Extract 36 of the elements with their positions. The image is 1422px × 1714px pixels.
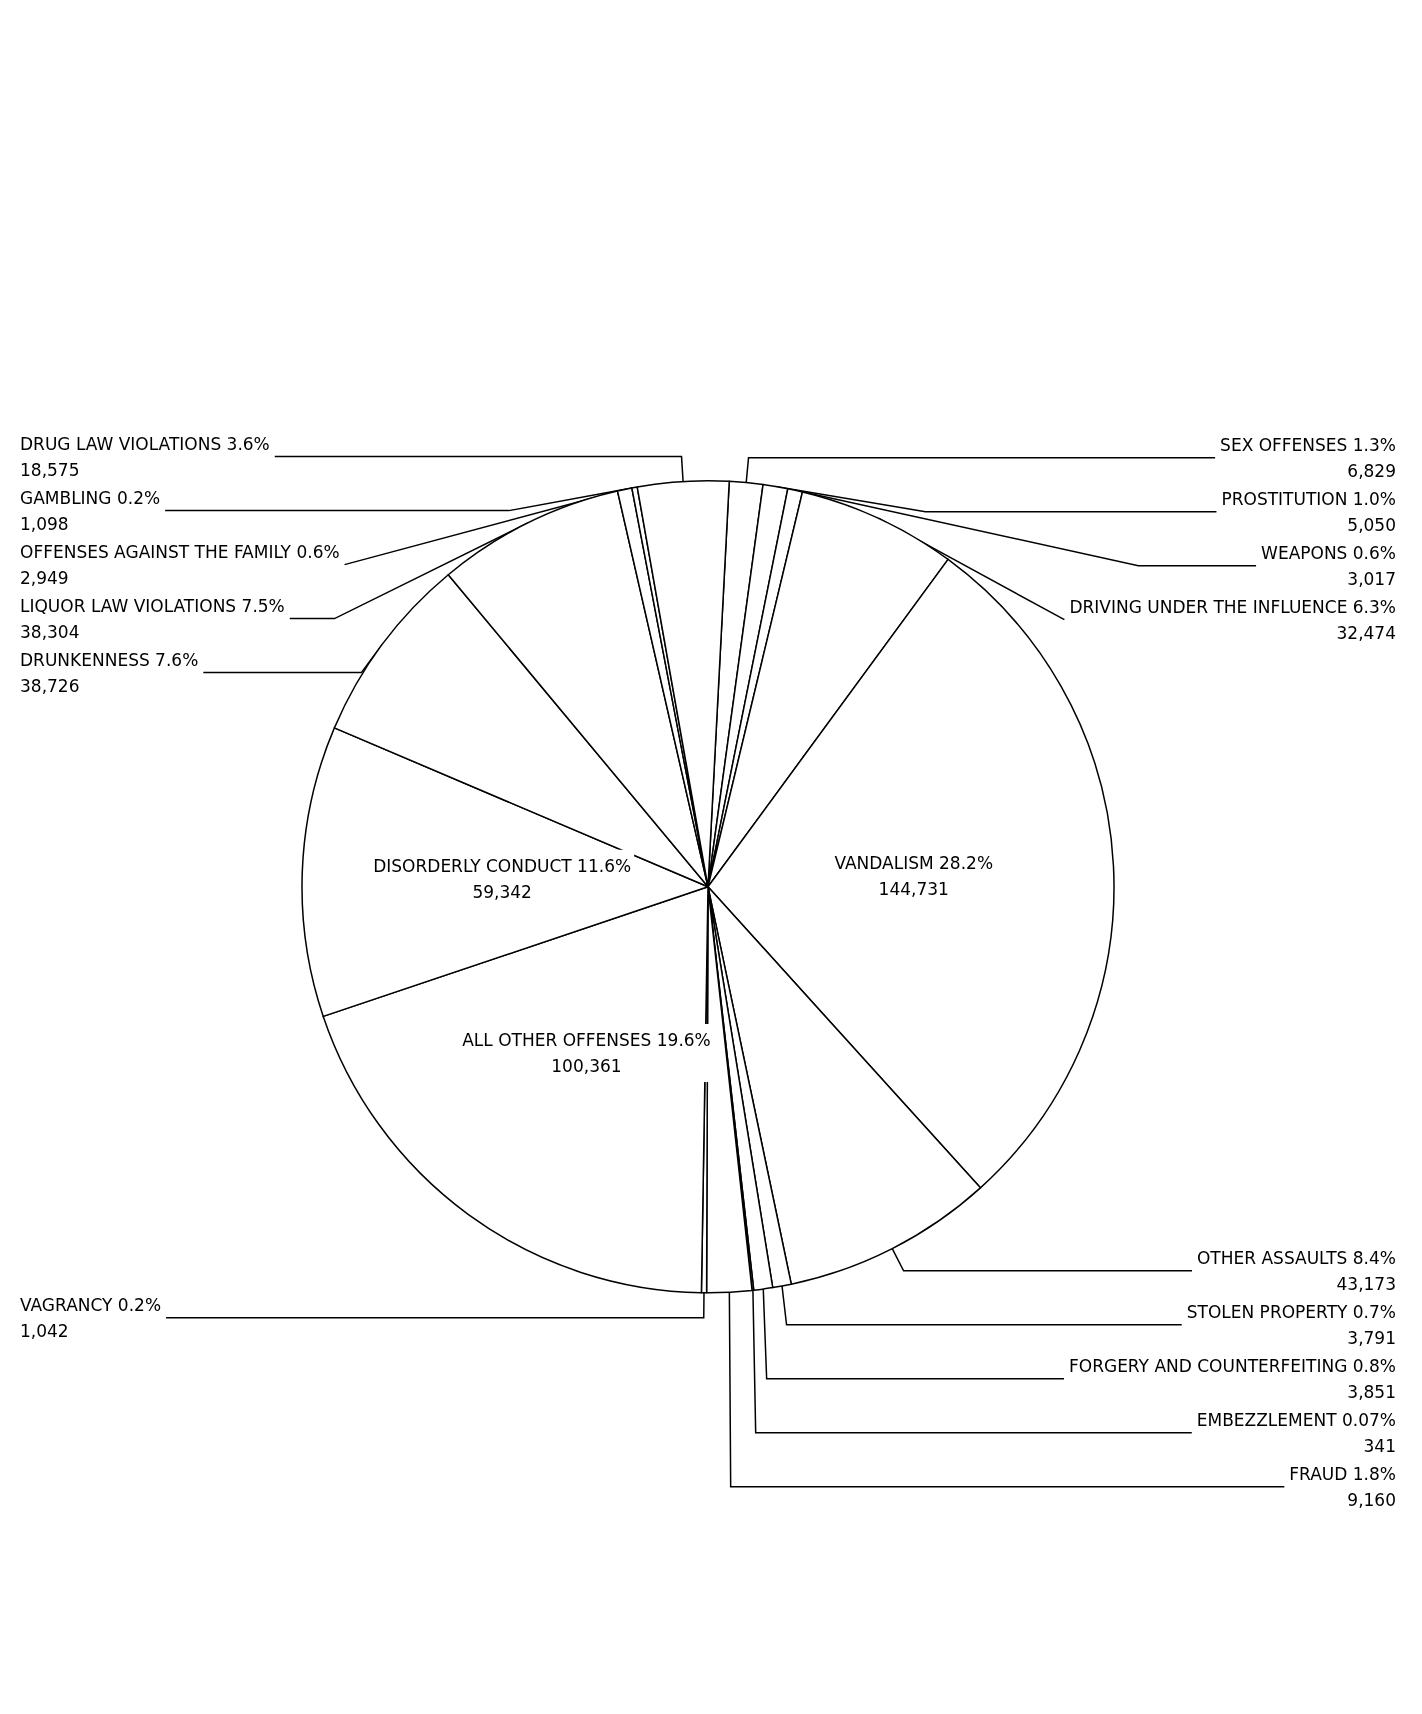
slice-label: VANDALISM 28.2% bbox=[834, 853, 994, 874]
data-label: 43,173 bbox=[1336, 1273, 1396, 1294]
data-label: 341 bbox=[1363, 1435, 1396, 1456]
slice-label: DISORDERLY CONDUCT 11.6% bbox=[373, 855, 632, 876]
data-label: 32,474 bbox=[1336, 622, 1396, 643]
slice-label: PROSTITUTION 1.0% bbox=[1221, 488, 1396, 509]
data-label: 3,791 bbox=[1347, 1327, 1396, 1348]
slice-label: OTHER ASSAULTS 8.4% bbox=[1196, 1247, 1396, 1268]
slice-label: STOLEN PROPERTY 0.7% bbox=[1186, 1301, 1396, 1322]
data-label: 38,726 bbox=[20, 675, 80, 696]
slice-label: LIQUOR LAW VIOLATIONS 7.5% bbox=[20, 595, 285, 616]
slice-label: EMBEZZLEMENT 0.07% bbox=[1196, 1409, 1396, 1430]
slice-label: DRUG LAW VIOLATIONS 3.6% bbox=[20, 433, 270, 454]
slice-label: FORGERY AND COUNTERFEITING 0.8% bbox=[1068, 1355, 1396, 1376]
slice-label: GAMBLING 0.2% bbox=[20, 487, 161, 508]
slice-label: SEX OFFENSES 1.3% bbox=[1220, 434, 1396, 455]
slice-label: OFFENSES AGAINST THE FAMILY 0.6% bbox=[20, 541, 340, 562]
data-label: 1,098 bbox=[20, 513, 69, 534]
data-label: 9,160 bbox=[1347, 1489, 1396, 1510]
data-label: 3,851 bbox=[1347, 1381, 1396, 1402]
slice-label: ALL OTHER OFFENSES 19.6% bbox=[462, 1030, 711, 1051]
data-label: 18,575 bbox=[20, 459, 80, 480]
data-label: 1,042 bbox=[20, 1320, 69, 1341]
slice-label: WEAPONS 0.6% bbox=[1261, 542, 1396, 563]
data-label: 2,949 bbox=[20, 567, 69, 588]
data-label: 38,304 bbox=[20, 621, 80, 642]
data-label: 59,342 bbox=[472, 881, 532, 902]
slice-label: FRAUD 1.8% bbox=[1289, 1463, 1396, 1484]
slice-label: DRUNKENNESS 7.6% bbox=[20, 649, 199, 670]
data-label: 144,731 bbox=[878, 879, 949, 900]
data-label: 6,829 bbox=[1347, 460, 1396, 481]
slice-label: DRIVING UNDER THE INFLUENCE 6.3% bbox=[1069, 596, 1396, 617]
slice-label: VAGRANCY 0.2% bbox=[20, 1294, 162, 1315]
data-label: 5,050 bbox=[1347, 514, 1396, 535]
data-label: 100,361 bbox=[551, 1056, 622, 1077]
data-label: 3,017 bbox=[1347, 568, 1396, 589]
